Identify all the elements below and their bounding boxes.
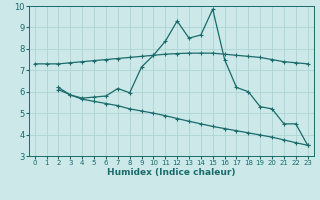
X-axis label: Humidex (Indice chaleur): Humidex (Indice chaleur) <box>107 168 236 177</box>
